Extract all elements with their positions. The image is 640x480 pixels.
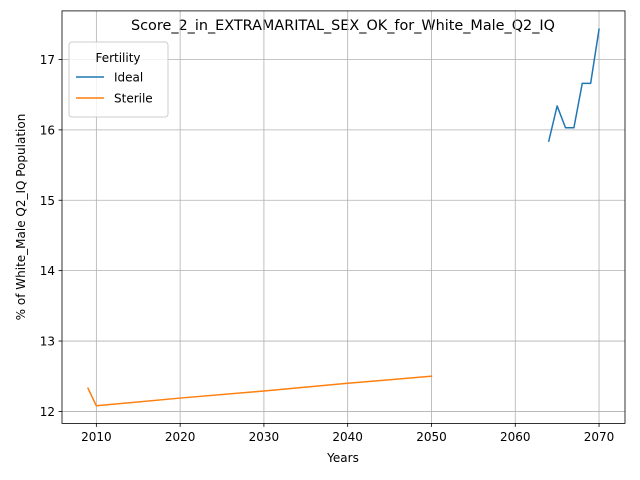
axis-ticks: 2010 2020 2030 2040 2050 2060 2070 12 13 14 15 16 17 <box>40 53 615 444</box>
y-tick-label: 14 <box>40 264 55 278</box>
series-line-sterile <box>86 375 433 407</box>
legend-label-ideal: Ideal <box>114 71 143 85</box>
x-tick-label: 2050 <box>416 430 447 444</box>
x-tick-label: 2010 <box>81 430 112 444</box>
x-tick-label: 2020 <box>165 430 196 444</box>
x-tick-label: 2070 <box>584 430 615 444</box>
y-tick-label: 13 <box>40 335 55 349</box>
chart-title: Score_2_in_EXTRAMARITAL_SEX_OK_for_White… <box>131 18 555 34</box>
series-line-ideal <box>547 28 600 143</box>
y-tick-label: 15 <box>40 194 55 208</box>
x-tick-label: 2040 <box>332 430 363 444</box>
legend: Fertility Ideal Sterile <box>68 41 169 118</box>
grid-lines <box>62 10 625 424</box>
legend-title: Fertility <box>95 51 140 65</box>
plot-frame <box>61 10 626 424</box>
y-axis-label: % of White_Male Q2_IQ Population <box>14 114 28 321</box>
x-tick-label: 2060 <box>500 430 531 444</box>
legend-label-sterile: Sterile <box>114 92 153 106</box>
y-tick-label: 16 <box>40 123 55 137</box>
x-tick-label: 2030 <box>249 430 280 444</box>
x-axis-label: Years <box>326 451 359 465</box>
y-tick-label: 12 <box>40 405 55 419</box>
series-lines <box>86 28 600 407</box>
y-tick-label: 17 <box>40 53 55 67</box>
